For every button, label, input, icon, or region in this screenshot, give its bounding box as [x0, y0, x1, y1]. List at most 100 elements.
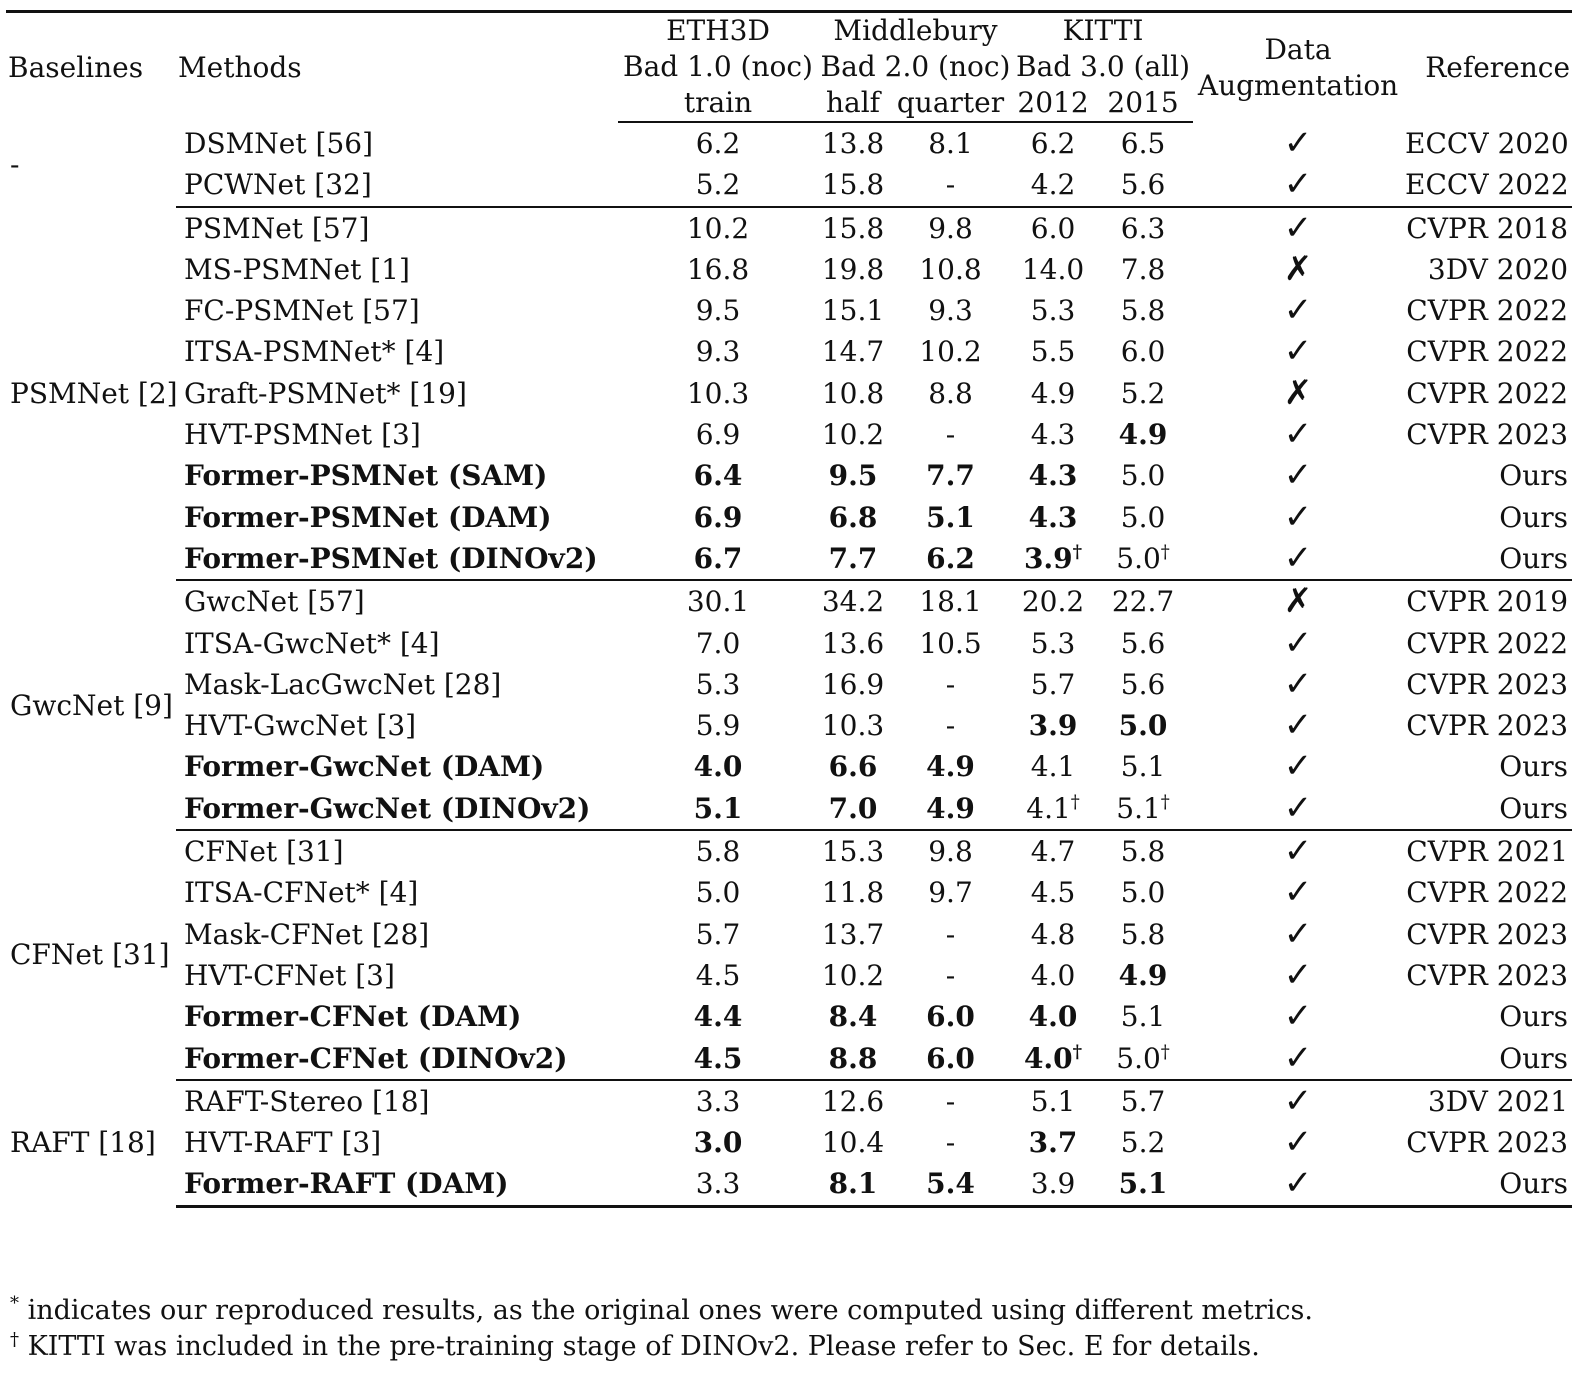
- mb-quarter-cell: 4.9: [888, 787, 1014, 832]
- eth3d-train-cell: 4.0: [618, 746, 818, 787]
- cell-value: 10.8: [919, 252, 982, 286]
- cell-value: -: [945, 958, 956, 992]
- mb-half-cell: 11.8: [818, 872, 888, 913]
- method-cell: Former-CFNet (DINOv2): [176, 1037, 618, 1081]
- cell-value: 10.2: [821, 418, 885, 452]
- header-reference: Reference: [1403, 10, 1573, 122]
- method-cell: HVT-GwcNet [3]: [184, 709, 417, 743]
- cell-value: 5.8: [1120, 294, 1166, 328]
- method-cell: HVT-CFNet [3]: [184, 958, 395, 992]
- header-kitti-metric: Bad 3.0 (all): [1016, 50, 1191, 83]
- mb-quarter-cell: 9.8: [888, 830, 1013, 872]
- header-mb-half: half: [818, 85, 888, 123]
- cell-value: 5.1: [1120, 1000, 1166, 1034]
- checkmark-icon: ✓: [1283, 331, 1313, 372]
- mb-quarter-cell: 10.2: [888, 331, 1013, 372]
- method-cell: Former-PSMNet (SAM): [184, 459, 548, 493]
- kitti-2012-cell: 5.7: [1013, 664, 1093, 705]
- mb-quarter-cell: -: [888, 1080, 1013, 1122]
- reference-cell: 3DV 2020: [1427, 252, 1569, 286]
- cell-value: 6.7: [693, 541, 743, 575]
- mb-quarter-cell: 6.0: [888, 1037, 1014, 1081]
- mb-quarter-cell: 8.1: [888, 122, 1013, 164]
- mb-quarter-cell: 9.3: [888, 290, 1013, 331]
- cell-value: 4.4: [693, 1000, 743, 1034]
- mb-quarter-cell: -: [888, 664, 1013, 705]
- mb-half-cell: 7.7: [818, 537, 888, 582]
- cell-value: 5.8: [1120, 835, 1166, 869]
- cell-value: 10.3: [686, 376, 750, 410]
- kitti-2012-cell: 5.1: [1013, 1080, 1093, 1122]
- kitti-2015-cell: 5.2: [1093, 373, 1193, 414]
- cell-value: 34.2: [821, 585, 885, 619]
- method-cell: MS-PSMNet [1]: [184, 252, 410, 286]
- cell-value: 15.1: [821, 294, 885, 328]
- table-body: - DSMNet [56] 6.2 13.8 8.1 6.2 6.5 ✓ ECCV 2020 PC…: [6, 122, 1573, 1208]
- cell-value: 30.1: [686, 585, 750, 619]
- kitti-2015-cell: 5.1†: [1093, 787, 1194, 832]
- cell-value: 3.3: [695, 1167, 741, 1201]
- table-row: Former-PSMNet (SAM) 6.4 9.5 7.7 4.3 5.0 ✓ Ours: [6, 455, 1572, 496]
- reference-cell: Ours: [1403, 1163, 1573, 1208]
- cell-value: 4.3: [1030, 418, 1076, 452]
- mb-half-cell: 8.4: [818, 996, 888, 1037]
- checkmark-icon: ✓: [1193, 1037, 1404, 1081]
- cross-icon: ✗: [1283, 581, 1313, 622]
- kitti-2015-cell: 4.9: [1093, 414, 1193, 455]
- table-row: Former-PSMNet (DINOv2) 6.7 7.7 6.2 3.9† 5.0† ✓…: [6, 537, 1573, 582]
- cell-value: 4.5: [695, 958, 741, 992]
- table-row: HVT-GwcNet [3] 5.9 10.3 - 3.9 5.0 ✓ CVPR 2023: [6, 705, 1572, 746]
- cell-value: 6.0: [926, 1041, 975, 1075]
- cell-value: 5.0: [1120, 876, 1166, 910]
- cell-value: 4.0: [693, 750, 743, 784]
- reference-cell: CVPR 2022: [1406, 294, 1569, 328]
- reference-cell: CVPR 2022: [1406, 626, 1569, 660]
- kitti-2012-cell: 14.0: [1013, 249, 1093, 290]
- kitti-2012-cell: 4.7: [1013, 830, 1093, 872]
- method-cell: PSMNet [57]: [184, 211, 370, 245]
- cell-value: 3.9: [1030, 1167, 1076, 1201]
- cell-value: 6.3: [1120, 211, 1166, 245]
- checkmark-icon: ✓: [1283, 1122, 1313, 1163]
- cell-value: 8.1: [928, 127, 973, 160]
- table-row: Former-GwcNet (DINOv2) 5.1 7.0 4.9 4.1† 5.1† ✓…: [6, 787, 1573, 832]
- cell-value: 6.4: [693, 459, 743, 493]
- cell-value: 5.8: [695, 835, 741, 869]
- baseline-cell: PSMNet [2]: [10, 376, 178, 410]
- cell-value: 4.1: [1026, 791, 1071, 825]
- checkmark-icon: ✓: [1283, 122, 1313, 163]
- cell-value: 16.9: [821, 667, 885, 701]
- cell-value: 10.5: [919, 626, 982, 660]
- kitti-2015-cell: 6.0: [1093, 331, 1193, 372]
- cross-icon: ✗: [1283, 248, 1313, 289]
- cell-value: 6.2: [926, 541, 975, 575]
- mb-half-cell: 13.6: [818, 623, 888, 664]
- header-kitti: KITTI: [1013, 10, 1194, 49]
- cell-value: 9.3: [928, 294, 973, 328]
- reference-cell: CVPR 2019: [1406, 585, 1569, 619]
- kitti-2015-cell: 5.6: [1093, 164, 1194, 208]
- note-text: KITTI was included in the pre-training s…: [19, 1331, 1260, 1362]
- mb-half-cell: 19.8: [818, 249, 888, 290]
- note-kitti-pretraining: † KITTI was included in the pre-training…: [10, 1329, 1313, 1365]
- kitti-2012-cell: 4.3: [1013, 497, 1093, 538]
- table-row: PCWNet [32] 5.2 15.8 - 4.2 5.6 ✓ ECCV 2022: [6, 164, 1573, 208]
- cell-value: 4.9: [1030, 376, 1076, 410]
- checkmark-icon: ✓: [1283, 954, 1313, 995]
- checkmark-icon: ✓: [1283, 414, 1313, 455]
- dagger-mark: †: [1160, 541, 1170, 563]
- checkmark-icon: ✓: [1283, 455, 1313, 496]
- mb-half-cell: 15.8: [818, 207, 888, 249]
- reference-cell: ECCV 2022: [1403, 164, 1573, 208]
- cell-value: 9.7: [928, 876, 973, 910]
- kitti-2012-cell: 4.0: [1013, 955, 1093, 996]
- cell-value: 7.7: [828, 541, 878, 575]
- cell-value: 14.7: [821, 335, 885, 369]
- cell-value: 15.8: [821, 168, 885, 202]
- table-row: ITSA-PSMNet* [4] 9.3 14.7 10.2 5.5 6.0 ✓ CVPR 2…: [6, 331, 1572, 372]
- eth3d-train-cell: 10.3: [618, 373, 818, 414]
- mb-quarter-cell: 9.8: [888, 207, 1013, 249]
- method-cell: Mask-LacGwcNet [28]: [184, 667, 502, 701]
- reference-cell: CVPR 2018: [1406, 211, 1569, 245]
